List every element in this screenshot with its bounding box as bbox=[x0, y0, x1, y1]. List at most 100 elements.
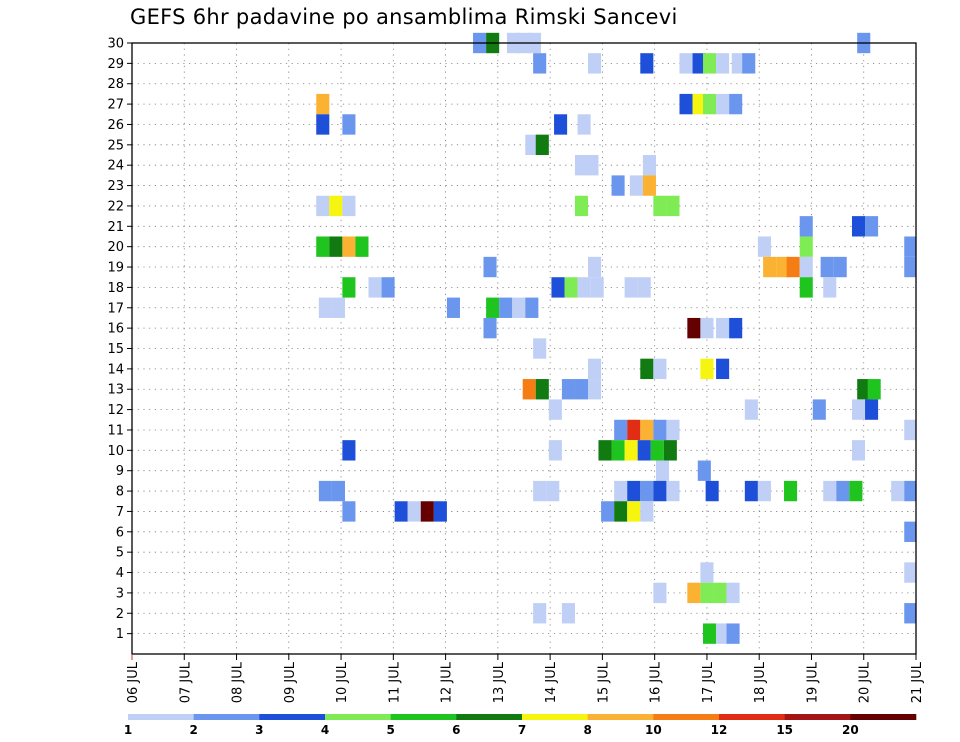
heatmap-cell bbox=[744, 480, 758, 502]
heatmap-cell bbox=[525, 297, 539, 318]
x-tick-label: 21 JUL bbox=[910, 661, 925, 703]
heatmap-cell bbox=[731, 53, 745, 74]
heatmap-cell bbox=[640, 501, 654, 522]
heatmap-cell bbox=[331, 297, 345, 318]
heatmap-cell bbox=[823, 480, 837, 502]
heatmap-cell bbox=[784, 480, 798, 502]
heatmap-cell bbox=[687, 317, 701, 339]
heatmap-cell bbox=[666, 419, 680, 441]
heatmap-cell bbox=[729, 93, 743, 115]
colorbar-label: 6 bbox=[452, 723, 460, 737]
heatmap-cell bbox=[642, 175, 656, 196]
y-tick-label: 4 bbox=[116, 566, 124, 581]
y-tick-label: 6 bbox=[116, 525, 124, 540]
heatmap-cell bbox=[420, 501, 434, 522]
heatmap-cell bbox=[666, 195, 680, 217]
heatmap-cell bbox=[627, 480, 641, 502]
heatmap-cell bbox=[316, 195, 330, 217]
heatmap-cell bbox=[561, 379, 575, 400]
heatmap-cell bbox=[629, 175, 643, 196]
colorbar-swatch bbox=[719, 714, 785, 720]
colorbar-label: 4 bbox=[321, 723, 329, 737]
plot-frame bbox=[131, 42, 917, 655]
colorbar-swatch bbox=[850, 714, 917, 720]
heatmap-cell bbox=[713, 582, 727, 604]
heatmap-cell bbox=[836, 480, 850, 502]
heatmap-cell bbox=[624, 440, 638, 461]
heatmap-cell bbox=[650, 440, 664, 461]
y-tick-label: 8 bbox=[116, 485, 124, 500]
y-tick-label: 19 bbox=[107, 261, 124, 276]
heatmap-cell bbox=[588, 358, 602, 380]
heatmap-cell bbox=[703, 623, 717, 644]
heatmap-cell bbox=[757, 236, 771, 257]
heatmap-cell bbox=[640, 358, 654, 380]
heatmap-cell bbox=[637, 277, 651, 298]
heatmap-cell bbox=[533, 338, 547, 359]
heatmap-cell bbox=[546, 480, 560, 502]
chart-title: GEFS 6hr padavine po ansamblima Rimski S… bbox=[130, 5, 678, 29]
heatmap-cell bbox=[823, 277, 837, 298]
x-tick-label: 17 JUL bbox=[701, 661, 716, 703]
x-tick-label: 12 JUL bbox=[440, 661, 455, 703]
y-tick-label: 2 bbox=[116, 607, 124, 622]
heatmap-cell bbox=[640, 480, 654, 502]
heatmap-cell bbox=[316, 236, 330, 257]
x-tick-label: 16 JUL bbox=[649, 661, 664, 703]
heatmap-cell bbox=[904, 603, 916, 624]
colorbar-label: 10 bbox=[645, 723, 662, 737]
colorbar-label: 8 bbox=[583, 723, 591, 737]
y-tick-label: 13 bbox=[107, 383, 124, 398]
y-tick-label: 10 bbox=[107, 444, 124, 459]
heatmap-cell bbox=[614, 501, 628, 522]
x-tick-label: 19 JUL bbox=[805, 661, 820, 703]
y-tick-label: 7 bbox=[116, 505, 124, 520]
heatmap-cell bbox=[381, 277, 395, 298]
heatmap-cell bbox=[904, 521, 916, 542]
heatmap-cell bbox=[627, 419, 641, 441]
heatmap-cell bbox=[666, 480, 680, 502]
heatmap-cell bbox=[522, 379, 536, 400]
colorbar-swatch bbox=[259, 714, 326, 720]
heatmap-cell bbox=[799, 216, 813, 237]
colorbar-label: 12 bbox=[711, 723, 728, 737]
heatmap-cell bbox=[820, 256, 834, 278]
heatmap-cell bbox=[851, 399, 866, 420]
heatmap-cell bbox=[716, 53, 730, 74]
y-tick-label: 23 bbox=[107, 179, 124, 194]
heatmap-cell bbox=[655, 460, 670, 481]
heatmap-cell bbox=[355, 236, 369, 257]
y-tick-label: 24 bbox=[107, 159, 124, 174]
heatmap-cell bbox=[611, 440, 625, 461]
heatmap-cell bbox=[716, 358, 730, 380]
heatmap-cell bbox=[700, 582, 714, 604]
heatmap-cell bbox=[342, 236, 356, 257]
colorbar-label: 20 bbox=[842, 723, 859, 737]
y-tick-label: 20 bbox=[107, 240, 124, 255]
heatmap-cell bbox=[653, 480, 667, 502]
heatmap-cell bbox=[611, 175, 625, 196]
heatmap-cell bbox=[535, 134, 549, 156]
heatmap-cell bbox=[640, 53, 654, 74]
heatmap-cell bbox=[551, 277, 565, 298]
heatmap-cell bbox=[763, 256, 777, 278]
heatmap-cell bbox=[433, 501, 447, 522]
heatmap-cell bbox=[627, 501, 641, 522]
heatmap-cell bbox=[342, 440, 356, 461]
heatmap-cell bbox=[588, 256, 602, 278]
heatmap-cell bbox=[716, 93, 730, 115]
heatmap-cell bbox=[533, 53, 547, 74]
x-tick-label: 15 JUL bbox=[596, 661, 611, 703]
heatmap-cell bbox=[716, 317, 730, 339]
heatmap-cell bbox=[316, 93, 330, 115]
y-tick-label: 26 bbox=[107, 118, 124, 133]
colorbar: 1 2 3 4 5 6 7 8 10 12 15 20 bbox=[124, 714, 917, 737]
x-tick-label: 09 JUL bbox=[283, 661, 298, 703]
heatmap-cell bbox=[849, 480, 863, 502]
x-tick-label: 20 JUL bbox=[858, 661, 873, 703]
heatmap-cell bbox=[700, 317, 714, 339]
x-tick-label: 07 JUL bbox=[178, 661, 193, 703]
grid bbox=[132, 42, 916, 654]
heatmap-cell bbox=[585, 155, 599, 176]
y-tick-label: 16 bbox=[107, 322, 124, 337]
